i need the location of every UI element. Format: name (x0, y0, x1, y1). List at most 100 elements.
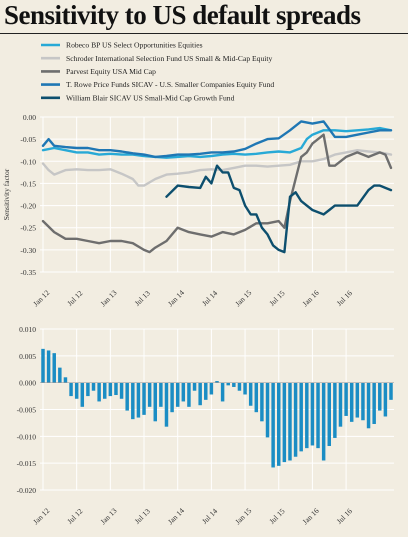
line-xtick-label: Jan 13 (99, 288, 119, 308)
bar-xtick-label: Jul 14 (200, 506, 219, 525)
bar-ytick-label: 0.010 (19, 325, 36, 334)
bar (361, 382, 365, 421)
series-line-blair (165, 164, 393, 254)
bar (69, 382, 73, 397)
bar (237, 382, 242, 391)
bar (366, 382, 371, 429)
bar (175, 382, 180, 407)
legend-label-robeco: Robeco BP US Select Opportunities Equiti… (66, 41, 203, 50)
bar (86, 382, 90, 397)
bar (136, 382, 141, 418)
line-xtick-label: Jul 15 (267, 288, 286, 307)
line-ytick-label: -0.30 (20, 246, 36, 255)
legend-label-trowe: T. Rowe Price Funds SICAV - U.S. Smaller… (66, 80, 274, 89)
bar (226, 382, 230, 386)
line-xtick-label: Jan 15 (233, 288, 253, 308)
bar-xtick-label: Jul 13 (133, 506, 152, 525)
series-line-trowe (41, 120, 393, 159)
bar-xtick-label: Jul 15 (267, 506, 286, 525)
bar (204, 382, 208, 400)
bar (372, 382, 376, 424)
bar (327, 382, 331, 446)
bar (338, 382, 343, 427)
bar-ytick-label: -0.015 (17, 459, 37, 468)
bar (254, 382, 259, 413)
line-xtick-label: Jul 14 (200, 288, 219, 307)
bar (349, 382, 354, 422)
bar (103, 382, 107, 399)
bar (159, 382, 163, 407)
bar (220, 382, 225, 402)
bar (170, 382, 174, 413)
bar (74, 382, 79, 399)
line-ytick-label: -0.20 (20, 202, 36, 211)
bar-xtick-label: Jan 16 (301, 506, 321, 526)
bar (333, 382, 337, 438)
line-ytick-label: -0.35 (20, 268, 36, 277)
bar (355, 382, 360, 418)
bar (389, 382, 393, 400)
bar-xtick-label: Jan 14 (166, 506, 186, 526)
bar-xtick-label: Jan 15 (233, 506, 253, 526)
bar (97, 382, 101, 402)
bar (305, 382, 309, 449)
legend-label-blair: William Blair SICAV US Small-Mid Cap Gro… (66, 93, 235, 102)
bar (125, 382, 129, 411)
bar (282, 382, 287, 463)
bar (41, 348, 45, 383)
bar (108, 382, 113, 397)
line-ylabel: Sensitivity factor (2, 168, 11, 220)
bar (288, 382, 292, 461)
line-xtick-label: Jan 14 (166, 288, 186, 308)
bar (192, 382, 197, 391)
series-line-parvest (41, 133, 393, 254)
line-ytick-label: 0.00 (23, 113, 36, 122)
bar (344, 382, 348, 416)
bar (63, 377, 68, 383)
bar (187, 382, 191, 407)
bar-ytick-label: -0.020 (17, 486, 37, 495)
bar (153, 382, 157, 422)
bar-ytick-label: 0.000 (19, 379, 36, 388)
bar-xtick-label: Jan 13 (99, 506, 119, 526)
line-xtick-label: Jul 12 (65, 288, 84, 307)
bar-xtick-label: Jul 12 (65, 506, 84, 525)
bar-xtick-label: Jan 12 (31, 506, 51, 526)
bar (119, 382, 124, 399)
bar-ytick-label: -0.005 (17, 406, 37, 415)
bar (243, 382, 247, 395)
bar (181, 382, 186, 402)
bar (260, 382, 264, 422)
bar (316, 382, 320, 449)
line-ytick-label: -0.25 (20, 224, 36, 233)
bar (147, 382, 152, 407)
bar (321, 382, 326, 461)
line-xtick-label: Jan 16 (301, 288, 321, 308)
bar (232, 382, 236, 387)
bar-ytick-label: -0.010 (17, 432, 37, 441)
bar (80, 382, 85, 407)
bar (58, 367, 62, 383)
bar (91, 382, 96, 391)
bar (299, 382, 303, 452)
bar (248, 382, 253, 406)
bar (310, 382, 315, 446)
bar-xtick-label: Jul 16 (335, 506, 354, 525)
series-line-schroder (41, 148, 393, 187)
bar (209, 382, 214, 395)
bar (383, 382, 388, 417)
bar (198, 382, 202, 406)
bar (277, 382, 281, 466)
bar (164, 382, 169, 427)
line-xtick-label: Jul 16 (335, 288, 354, 307)
bar (378, 382, 382, 411)
line-ytick-label: -0.15 (20, 179, 36, 188)
line-ytick-label: -0.10 (20, 157, 36, 166)
bar (265, 382, 270, 438)
bar (46, 350, 51, 383)
legend-label-schroder: Schroder International Selection Fund US… (66, 54, 272, 63)
line-xtick-label: Jul 13 (133, 288, 152, 307)
bar (215, 381, 219, 383)
